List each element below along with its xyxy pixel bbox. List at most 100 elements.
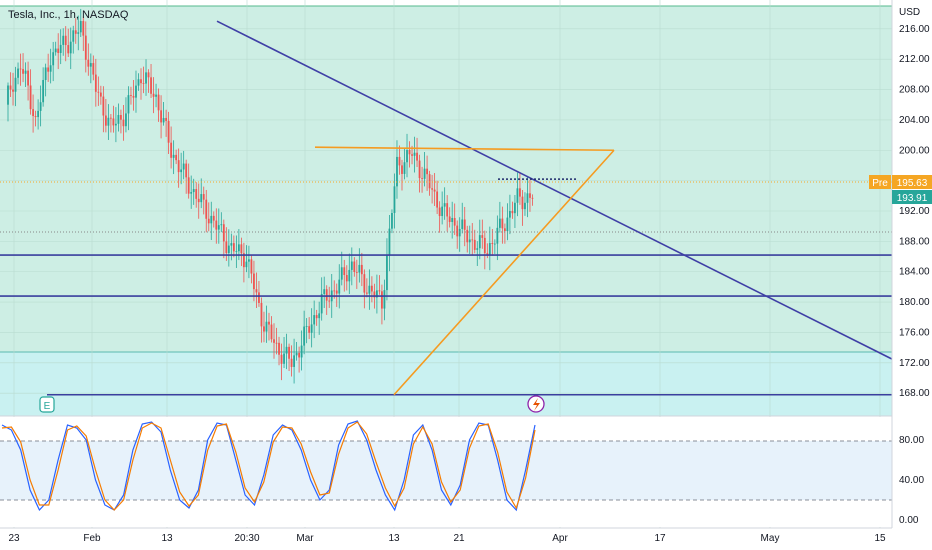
- candle-body: [87, 59, 90, 67]
- candle-body: [220, 224, 223, 226]
- candle-body: [323, 289, 326, 295]
- candle-body: [137, 79, 140, 86]
- candle-body: [245, 261, 248, 268]
- candle-body: [102, 96, 105, 116]
- candle-body: [365, 292, 368, 294]
- candle-body: [64, 35, 67, 46]
- candle-body: [222, 224, 225, 242]
- candle-body: [448, 216, 451, 223]
- candle-body: [290, 358, 293, 367]
- candle-body: [315, 315, 318, 319]
- candle-body: [147, 72, 150, 78]
- candle-body: [476, 248, 479, 250]
- price-tick-label: 216.00: [899, 24, 930, 35]
- price-tick-label: 176.00: [899, 327, 930, 338]
- candle-body: [280, 354, 283, 364]
- candle-body: [62, 35, 65, 45]
- price-tick-label: 200.00: [899, 145, 930, 156]
- candle-body: [516, 188, 519, 203]
- time-tick-label: May: [761, 533, 780, 544]
- candle-body: [94, 74, 97, 92]
- price-axis-ticks: 216.00212.00208.00204.00200.00196.00192.…: [899, 24, 930, 399]
- candle-body: [396, 156, 398, 187]
- candle-body: [491, 243, 494, 244]
- candle-body: [498, 218, 501, 228]
- zone-lower: [0, 352, 892, 416]
- candle-body: [230, 243, 233, 246]
- candle-body: [155, 94, 157, 97]
- candle-body: [197, 198, 200, 203]
- candle-body: [338, 279, 341, 294]
- candle-body: [423, 168, 426, 179]
- candle-body: [202, 194, 205, 200]
- candle-body: [117, 115, 120, 124]
- trend-line: [393, 149, 615, 396]
- candle-body: [483, 237, 486, 254]
- price-axis[interactable]: [892, 0, 932, 550]
- candle-body: [152, 93, 155, 97]
- candle-body: [398, 156, 401, 166]
- candle-body: [195, 189, 198, 199]
- candle-body: [466, 229, 469, 243]
- oscillator-band-fill: [0, 441, 892, 500]
- drawings[interactable]: [0, 20, 893, 396]
- candle-body: [157, 94, 160, 111]
- candle-body: [74, 30, 77, 34]
- currency-label: USD: [899, 7, 920, 18]
- candle-body: [49, 65, 52, 72]
- candle-body: [190, 192, 193, 194]
- candle-body: [358, 264, 361, 273]
- candle-body: [471, 239, 474, 241]
- candle-body: [29, 85, 32, 110]
- trend-line: [314, 146, 615, 152]
- candle-body: [109, 117, 112, 119]
- oscillator-axis-ticks: 80.00 40.00 0.00: [899, 435, 924, 526]
- candle-body: [293, 355, 295, 367]
- candle-body: [443, 203, 446, 207]
- candle-body: [207, 218, 210, 224]
- candle-body: [112, 118, 115, 126]
- candle-body: [162, 117, 165, 123]
- candle-body: [270, 324, 273, 340]
- dividend-split-icon[interactable]: [527, 395, 545, 413]
- candle-body: [17, 68, 19, 78]
- candle-body: [185, 163, 188, 178]
- candle-body: [386, 254, 388, 291]
- candle-body: [140, 79, 142, 84]
- price-tick-label: 208.00: [899, 85, 930, 96]
- candle-body: [47, 67, 50, 72]
- candle-body: [318, 313, 321, 319]
- candle-body: [12, 89, 14, 92]
- candle-body: [376, 290, 378, 298]
- oscillator-tick-label: 40.00: [899, 475, 924, 486]
- candle-body: [170, 142, 173, 158]
- time-axis[interactable]: [0, 528, 932, 550]
- candle-body: [519, 188, 521, 197]
- candle-body: [135, 85, 137, 98]
- candle-body: [263, 326, 265, 332]
- oscillator-tick-label: 0.00: [899, 515, 919, 526]
- candle-body: [9, 85, 12, 90]
- candle-body: [526, 193, 529, 203]
- candle-body: [383, 290, 386, 309]
- time-tick-label: 13: [388, 533, 400, 544]
- candle-body: [175, 154, 178, 161]
- candle-body: [355, 271, 358, 273]
- candle-body: [401, 165, 403, 174]
- candle-body: [438, 207, 441, 217]
- candle-body: [145, 72, 147, 84]
- candle-body: [187, 177, 190, 194]
- candle-body: [428, 174, 431, 189]
- candle-body: [431, 188, 434, 190]
- candle-body: [373, 291, 376, 298]
- candle-body: [325, 289, 328, 301]
- trend-line: [216, 20, 893, 360]
- candle-body: [411, 154, 413, 156]
- candle-body: [345, 275, 348, 282]
- candle-body: [285, 346, 288, 354]
- candle-body: [19, 68, 22, 70]
- earnings-marker[interactable]: E: [39, 396, 55, 413]
- candle-body: [298, 352, 301, 358]
- candle-body: [107, 117, 110, 126]
